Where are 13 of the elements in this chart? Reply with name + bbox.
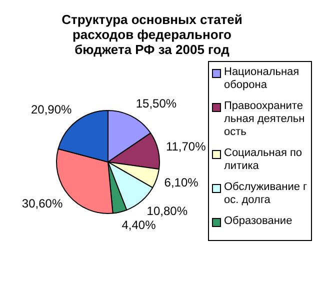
data-label: 20,90% [30, 102, 72, 116]
legend-label: Национальная оборона [224, 66, 300, 92]
legend-label: Правоохранительная деятельность [224, 100, 306, 139]
data-label: 15,50% [136, 96, 177, 110]
legend-label: Социальная политика [224, 147, 304, 173]
chart-title: Структура основных статей расходов федерального бюджета РФ за 2005 год [60, 11, 244, 57]
data-label: 6,10% [164, 176, 199, 190]
data-label: 10,80% [146, 204, 188, 218]
data-label: 11,70% [166, 139, 206, 154]
legend-label: Обслуживание гос. долга [224, 181, 308, 207]
data-label: 4,40% [122, 218, 156, 232]
data-label: 30,60% [22, 196, 63, 211]
legend-label: Образование [224, 215, 292, 228]
